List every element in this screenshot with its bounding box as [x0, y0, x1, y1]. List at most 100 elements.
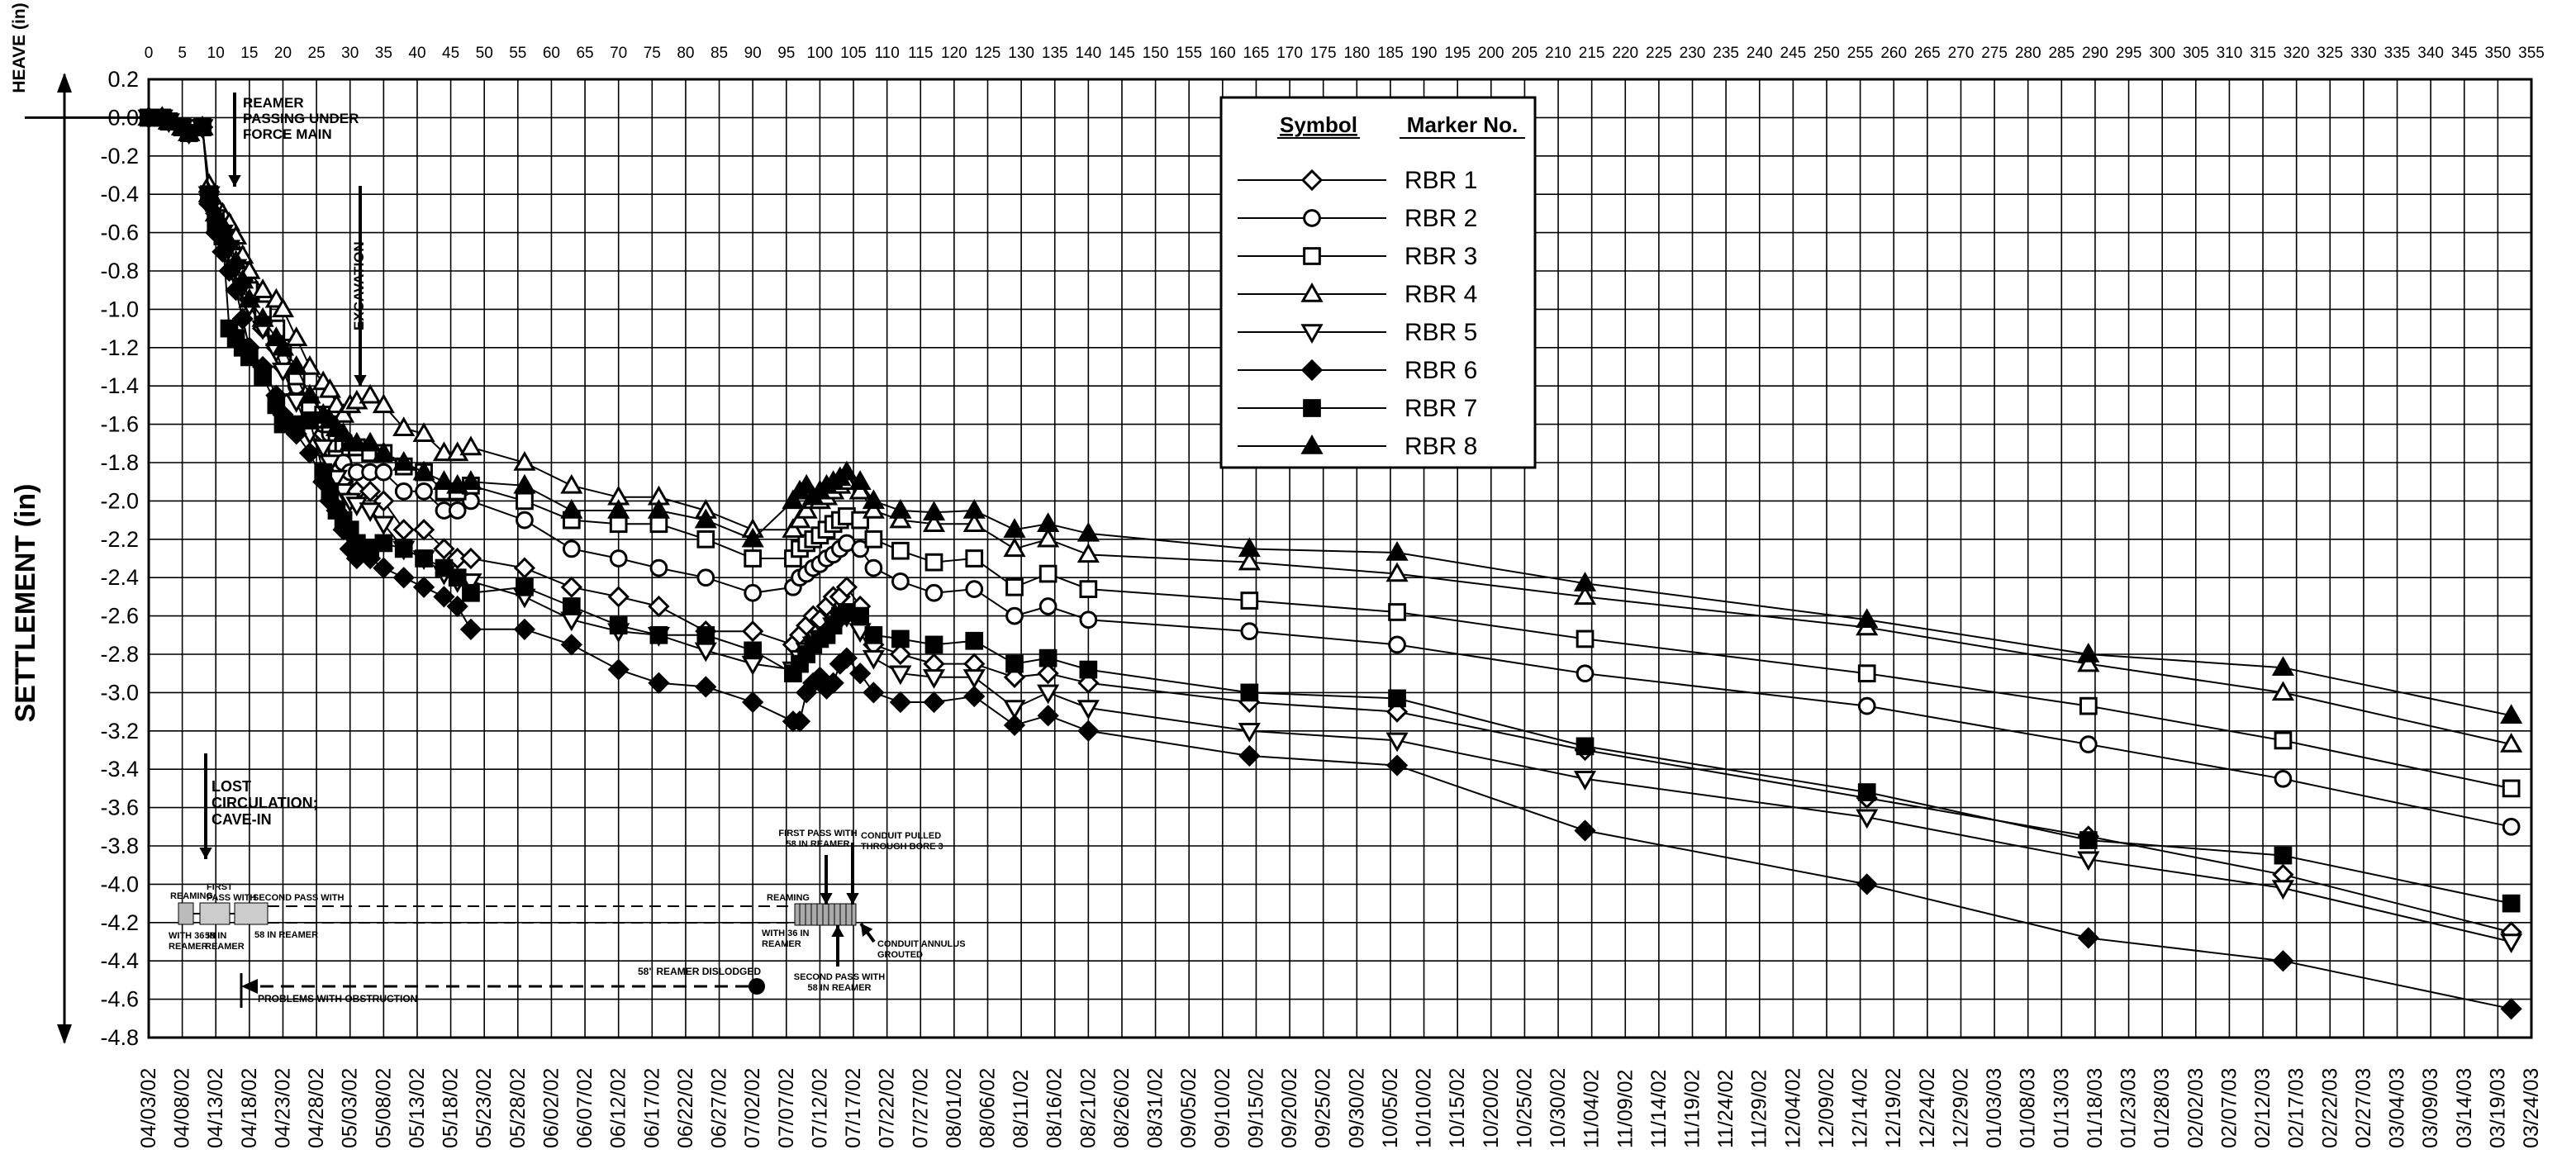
data-point: [415, 482, 433, 501]
top-axis-tick-label: 95: [777, 45, 795, 62]
data-point: [965, 549, 984, 568]
x-tick-label: 09/30/02: [1345, 1068, 1368, 1148]
data-point: [862, 649, 885, 670]
data-point: [1077, 543, 1100, 563]
data-point: [459, 470, 482, 490]
x-tick-label: 12/19/02: [1882, 1068, 1905, 1148]
x-tick-label: 07/07/02: [775, 1068, 798, 1148]
data-point: [695, 676, 717, 698]
x-tick-label: 08/01/02: [943, 1068, 966, 1148]
data-point: [1385, 732, 1409, 753]
top-axis-tick-label: 0: [145, 45, 154, 62]
x-tick-label: 01/18/03: [2084, 1068, 2107, 1148]
x-tick-label: 04/13/02: [204, 1068, 227, 1148]
y-tick-label: -0.2: [100, 144, 139, 169]
legend-label: RBR 5: [1404, 319, 1477, 346]
legend-marker-header: Marker No.: [1407, 112, 1518, 137]
data-point: [889, 508, 912, 529]
annotation-first-pass: PASS WITH: [207, 893, 256, 903]
data-point: [2079, 735, 2098, 753]
data-point: [835, 460, 858, 481]
data-point: [922, 669, 946, 689]
data-point: [923, 691, 945, 714]
top-axis-tick-label: 5: [178, 45, 187, 62]
data-point: [1857, 664, 1876, 683]
x-tick-label: 06/17/02: [640, 1068, 663, 1148]
data-point: [516, 577, 534, 596]
x-tick-label: 09/10/02: [1211, 1068, 1234, 1148]
reaming-bar: [178, 902, 194, 925]
x-tick-label: 04/28/02: [305, 1068, 328, 1148]
top-axis-tick-label: 260: [1880, 45, 1907, 62]
legend-entry: RBR 6: [1238, 357, 1477, 384]
data-point: [2271, 656, 2294, 676]
arrow-second-pass-2-head: [831, 925, 844, 937]
data-point: [1079, 610, 1098, 629]
annotation-with-36in-2: WITH 36 IN: [762, 929, 810, 938]
data-point: [271, 297, 295, 318]
x-tick-label: 03/19/03: [2486, 1068, 2509, 1148]
data-point: [889, 498, 912, 519]
top-axis-tick-label: 200: [1478, 45, 1504, 62]
data-point: [696, 625, 715, 644]
top-axis-tick-label: 215: [1579, 45, 1605, 62]
data-point: [433, 586, 455, 608]
top-axis-tick-label: 140: [1076, 45, 1102, 62]
y-tick-label: -2.4: [100, 565, 139, 590]
x-tick-label: 01/13/03: [2050, 1068, 2073, 1148]
data-point: [1385, 754, 1409, 777]
top-axis-tick-label: 115: [908, 45, 933, 62]
top-axis-tick-label: 165: [1243, 45, 1270, 62]
annotation-second-pass-reamer: 58 IN REAMER: [254, 930, 318, 940]
x-tick-label: 04/03/02: [137, 1068, 160, 1148]
annotation-conduit-annulus: GROUTED: [877, 950, 923, 960]
annotation-conduit-pulled: CONDUIT PULLED: [861, 831, 941, 841]
top-axis-tick-label: 235: [1713, 45, 1739, 62]
data-point: [462, 583, 480, 602]
legend-marker: [1300, 282, 1324, 302]
x-tick-label: 07/02/02: [741, 1068, 764, 1148]
y-tick-label: -1.4: [100, 373, 139, 398]
data-point: [696, 568, 715, 587]
data-point: [795, 473, 818, 494]
data-point: [1005, 606, 1024, 625]
top-axis-tick-label: 55: [509, 45, 526, 62]
data-point: [432, 441, 456, 462]
legend-label: RBR 1: [1404, 167, 1477, 194]
y-tick-label: -3.2: [100, 719, 139, 743]
legend-marker: [1300, 434, 1324, 454]
data-point: [197, 183, 221, 202]
data-point: [459, 618, 482, 640]
heave-arrow-icon: [57, 73, 72, 93]
data-point: [864, 625, 883, 644]
top-axis-tick-label: 325: [2317, 45, 2343, 62]
data-point: [359, 431, 382, 452]
reaming-bar-july: [794, 903, 857, 926]
series-layer: [137, 106, 2523, 1020]
x-tick-label: 07/12/02: [808, 1068, 831, 1148]
data-point: [448, 501, 467, 520]
data-point: [516, 492, 534, 511]
x-tick-label: 10/15/02: [1446, 1068, 1469, 1148]
legend-entry: RBR 4: [1238, 281, 1477, 308]
data-point: [321, 482, 340, 501]
legend-marker: [1303, 399, 1321, 417]
data-point: [2272, 950, 2294, 972]
annotation-with-36in: WITH 36 IN: [169, 931, 216, 941]
data-point: [924, 583, 943, 602]
top-axis-tick-label: 40: [408, 45, 425, 62]
legend-entry: RBR 3: [1238, 243, 1477, 270]
data-point: [648, 595, 670, 618]
data-point: [2502, 894, 2521, 913]
data-point: [285, 326, 308, 346]
data-point: [2077, 652, 2100, 672]
x-tick-label: 02/22/03: [2318, 1068, 2341, 1148]
data-point: [891, 572, 910, 591]
data-point: [251, 306, 274, 327]
data-point: [891, 629, 910, 648]
data-point: [889, 665, 912, 686]
top-axis-tick-label: 285: [2048, 45, 2075, 62]
data-point: [2079, 831, 2098, 849]
y-tick-label: -0.6: [100, 221, 139, 245]
